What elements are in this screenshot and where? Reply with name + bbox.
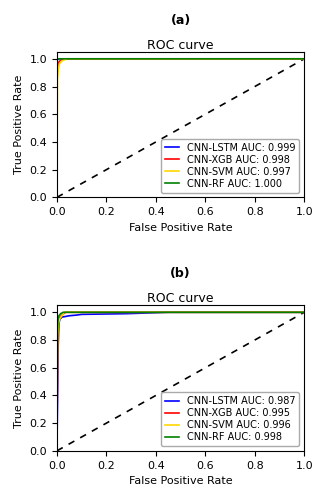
CNN-XGB AUC: 0.995: (0.02, 0.98): 0.995: (0.02, 0.98) bbox=[60, 312, 64, 318]
CNN-XGB AUC: 0.998: (0, 0): 0.998: (0, 0) bbox=[55, 194, 59, 200]
CNN-SVM AUC: 0.997: (0.01, 0.965): 0.997: (0.01, 0.965) bbox=[58, 60, 61, 66]
Line: CNN-XGB AUC: 0.995: CNN-XGB AUC: 0.995 bbox=[57, 312, 304, 451]
CNN-SVM AUC: 0.996: (0, 0): 0.996: (0, 0) bbox=[55, 448, 59, 454]
CNN-LSTM AUC: 0.987: (0.1, 0.985): 0.987: (0.1, 0.985) bbox=[80, 312, 84, 318]
CNN-RF AUC: 1.000: (0, 0): 1.000: (0, 0) bbox=[55, 194, 59, 200]
CNN-RF AUC: 0.998: (0.025, 1): 0.998: (0.025, 1) bbox=[61, 310, 65, 316]
CNN-LSTM AUC: 0.999: (1, 1): 0.999: (1, 1) bbox=[302, 56, 306, 62]
X-axis label: False Positive Rate: False Positive Rate bbox=[129, 222, 232, 232]
CNN-SVM AUC: 0.996: (0.003, 0.83): 0.996: (0.003, 0.83) bbox=[56, 333, 60, 339]
Line: CNN-LSTM AUC: 0.987: CNN-LSTM AUC: 0.987 bbox=[57, 312, 304, 451]
Line: CNN-LSTM AUC: 0.999: CNN-LSTM AUC: 0.999 bbox=[57, 59, 304, 198]
CNN-LSTM AUC: 0.987: (1, 1): 0.987: (1, 1) bbox=[302, 310, 306, 316]
CNN-XGB AUC: 0.998: (0.001, 0.88): 0.998: (0.001, 0.88) bbox=[55, 72, 59, 78]
CNN-XGB AUC: 0.998: (0.015, 0.99): 0.998: (0.015, 0.99) bbox=[59, 57, 62, 63]
Text: (a): (a) bbox=[170, 14, 191, 27]
Title: ROC curve: ROC curve bbox=[147, 39, 214, 52]
CNN-SVM AUC: 0.996: (0.03, 1): 0.996: (0.03, 1) bbox=[62, 310, 66, 316]
CNN-XGB AUC: 0.998: (0.003, 0.94): 0.998: (0.003, 0.94) bbox=[56, 64, 60, 70]
CNN-XGB AUC: 0.995: (0.035, 1): 0.995: (0.035, 1) bbox=[64, 310, 68, 316]
CNN-SVM AUC: 0.996: (0.02, 0.975): 0.996: (0.02, 0.975) bbox=[60, 313, 64, 319]
CNN-XGB AUC: 0.998: (0.03, 1): 0.998: (0.03, 1) bbox=[62, 56, 66, 62]
CNN-XGB AUC: 0.995: (0.01, 0.96): 0.995: (0.01, 0.96) bbox=[58, 315, 61, 321]
Legend: CNN-LSTM AUC: 0.999, CNN-XGB AUC: 0.998, CNN-SVM AUC: 0.997, CNN-RF AUC: 1.000: CNN-LSTM AUC: 0.999, CNN-XGB AUC: 0.998,… bbox=[161, 139, 300, 192]
CNN-SVM AUC: 0.996: (1, 1): 0.996: (1, 1) bbox=[302, 310, 306, 316]
CNN-XGB AUC: 0.998: (1, 1): 0.998: (1, 1) bbox=[302, 56, 306, 62]
Line: CNN-SVM AUC: 0.997: CNN-SVM AUC: 0.997 bbox=[57, 59, 304, 198]
CNN-XGB AUC: 0.995: (1, 1): 0.995: (1, 1) bbox=[302, 310, 306, 316]
CNN-RF AUC: 0.998: (0, 0): 0.998: (0, 0) bbox=[55, 448, 59, 454]
CNN-LSTM AUC: 0.999: (0, 0): 0.999: (0, 0) bbox=[55, 194, 59, 200]
CNN-LSTM AUC: 0.987: (0.008, 0.92): 0.987: (0.008, 0.92) bbox=[57, 320, 61, 326]
X-axis label: False Positive Rate: False Positive Rate bbox=[129, 476, 232, 486]
CNN-SVM AUC: 0.996: (0.006, 0.92): 0.996: (0.006, 0.92) bbox=[57, 320, 60, 326]
CNN-LSTM AUC: 0.999: (0.002, 0.995): 0.999: (0.002, 0.995) bbox=[56, 56, 60, 62]
CNN-XGB AUC: 0.995: (0, 0): 0.995: (0, 0) bbox=[55, 448, 59, 454]
CNN-LSTM AUC: 0.987: (0.05, 0.975): 0.987: (0.05, 0.975) bbox=[67, 313, 71, 319]
CNN-LSTM AUC: 0.987: (0.02, 0.965): 0.987: (0.02, 0.965) bbox=[60, 314, 64, 320]
CNN-RF AUC: 0.998: (1, 1): 0.998: (1, 1) bbox=[302, 310, 306, 316]
CNN-LSTM AUC: 0.987: (0.005, 0.75): 0.987: (0.005, 0.75) bbox=[56, 344, 60, 350]
Text: (b): (b) bbox=[170, 268, 191, 280]
CNN-LSTM AUC: 0.987: (0.08, 0.98): 0.987: (0.08, 0.98) bbox=[75, 312, 79, 318]
CNN-RF AUC: 1.000: (1, 1): 1.000: (1, 1) bbox=[302, 56, 306, 62]
CNN-SVM AUC: 0.997: (0.005, 0.92): 0.997: (0.005, 0.92) bbox=[56, 67, 60, 73]
CNN-XGB AUC: 0.998: (0.007, 0.975): 0.998: (0.007, 0.975) bbox=[57, 60, 60, 66]
CNN-SVM AUC: 0.997: (0.002, 0.85): 0.997: (0.002, 0.85) bbox=[56, 76, 60, 82]
CNN-SVM AUC: 0.997: (0, 0): 0.997: (0, 0) bbox=[55, 194, 59, 200]
Legend: CNN-LSTM AUC: 0.987, CNN-XGB AUC: 0.995, CNN-SVM AUC: 0.996, CNN-RF AUC: 0.998: CNN-LSTM AUC: 0.987, CNN-XGB AUC: 0.995,… bbox=[161, 392, 300, 446]
CNN-RF AUC: 0.998: (0.002, 0.85): 0.998: (0.002, 0.85) bbox=[56, 330, 60, 336]
CNN-LSTM AUC: 0.999: (0.0005, 0.95): 0.999: (0.0005, 0.95) bbox=[55, 62, 59, 68]
CNN-RF AUC: 0.998: (0.015, 0.99): 0.998: (0.015, 0.99) bbox=[59, 310, 62, 316]
CNN-LSTM AUC: 0.987: (0.28, 0.99): 0.987: (0.28, 0.99) bbox=[124, 310, 128, 316]
CNN-LSTM AUC: 0.999: (0.001, 0.98): 0.999: (0.001, 0.98) bbox=[55, 58, 59, 64]
CNN-RF AUC: 1.000: (0.0002, 0.999): 1.000: (0.0002, 0.999) bbox=[55, 56, 59, 62]
Line: CNN-SVM AUC: 0.996: CNN-SVM AUC: 0.996 bbox=[57, 312, 304, 451]
CNN-LSTM AUC: 0.987: (0, 0): 0.987: (0, 0) bbox=[55, 448, 59, 454]
CNN-RF AUC: 0.998: (0.008, 0.975): 0.998: (0.008, 0.975) bbox=[57, 313, 61, 319]
Line: CNN-RF AUC: 0.998: CNN-RF AUC: 0.998 bbox=[57, 312, 304, 451]
Y-axis label: True Positive Rate: True Positive Rate bbox=[14, 75, 24, 174]
Line: CNN-XGB AUC: 0.998: CNN-XGB AUC: 0.998 bbox=[57, 59, 304, 198]
CNN-RF AUC: 0.998: (0.004, 0.95): 0.998: (0.004, 0.95) bbox=[56, 316, 60, 322]
CNN-XGB AUC: 0.995: (0.003, 0.84): 0.995: (0.003, 0.84) bbox=[56, 332, 60, 338]
CNN-XGB AUC: 0.995: (0.006, 0.93): 0.995: (0.006, 0.93) bbox=[57, 319, 60, 325]
Line: CNN-RF AUC: 1.000: CNN-RF AUC: 1.000 bbox=[57, 59, 304, 198]
CNN-SVM AUC: 0.997: (0.02, 0.985): 0.997: (0.02, 0.985) bbox=[60, 58, 64, 64]
CNN-LSTM AUC: 0.987: (0.012, 0.95): 0.987: (0.012, 0.95) bbox=[58, 316, 62, 322]
CNN-LSTM AUC: 0.987: (0.45, 1): 0.987: (0.45, 1) bbox=[166, 310, 170, 316]
CNN-SVM AUC: 0.996: (0.012, 0.955): 0.996: (0.012, 0.955) bbox=[58, 316, 62, 322]
CNN-SVM AUC: 0.997: (0.04, 1): 0.997: (0.04, 1) bbox=[65, 56, 69, 62]
CNN-LSTM AUC: 0.999: (0.003, 1): 0.999: (0.003, 1) bbox=[56, 56, 60, 62]
Y-axis label: True Positive Rate: True Positive Rate bbox=[14, 328, 24, 428]
CNN-SVM AUC: 0.997: (1, 1): 0.997: (1, 1) bbox=[302, 56, 306, 62]
CNN-RF AUC: 1.000: (0.0005, 1): 1.000: (0.0005, 1) bbox=[55, 56, 59, 62]
Title: ROC curve: ROC curve bbox=[147, 292, 214, 306]
